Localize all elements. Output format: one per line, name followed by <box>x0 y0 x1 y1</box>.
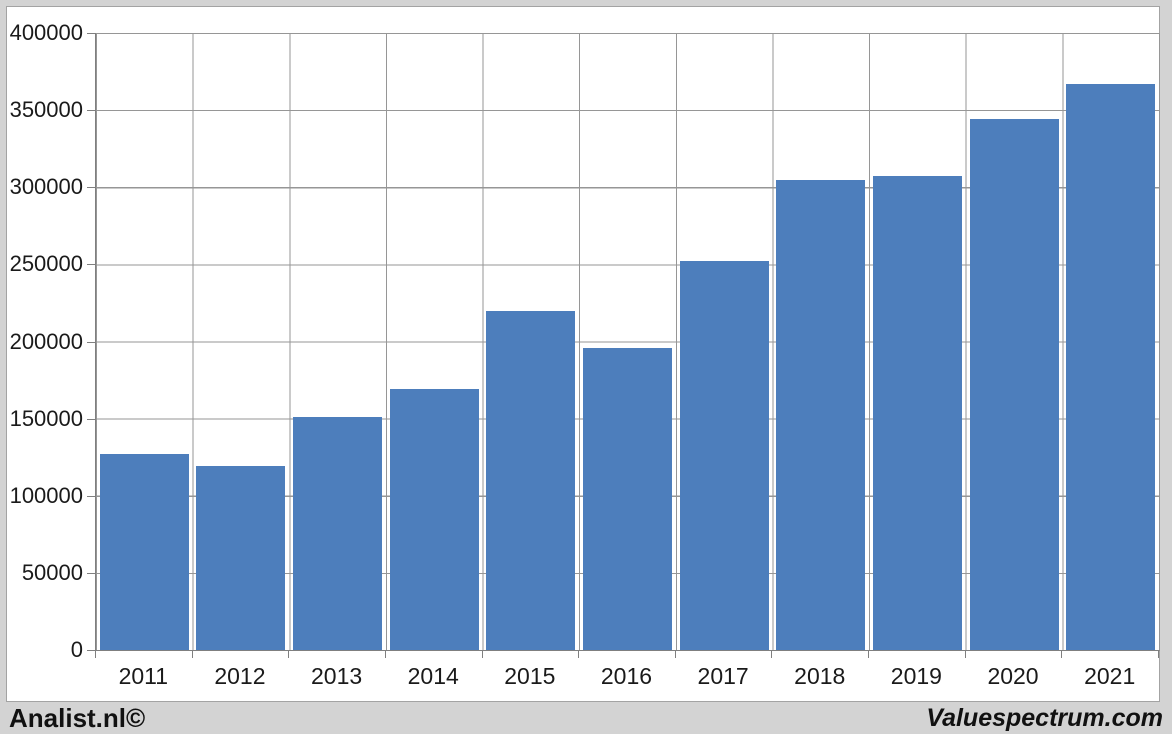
x-tick-mark <box>192 650 193 658</box>
y-tick-label: 400000 <box>9 20 83 45</box>
x-tick-label-2020: 2020 <box>987 663 1039 689</box>
y-tick-label: 150000 <box>9 405 83 431</box>
x-tick-label-2021: 2021 <box>1084 663 1136 689</box>
y-tick-mark <box>87 495 95 497</box>
y-tick-mark <box>87 187 95 189</box>
y-tick-mark <box>87 572 95 574</box>
x-tick-mark <box>965 650 966 658</box>
bar-column-2016 <box>579 33 676 650</box>
x-tick-mark <box>385 650 386 658</box>
y-tick-label: 100000 <box>9 482 83 508</box>
x-tick-mark <box>1158 650 1159 658</box>
x-tick-mark <box>675 650 676 658</box>
bars-container <box>96 33 1159 650</box>
chart-panel: 0 50000 100000 150000 200000 250000 300000 3500… <box>6 6 1160 702</box>
x-tick-label-2015: 2015 <box>504 663 556 689</box>
y-tick-label: 250000 <box>9 251 83 277</box>
bar-2021 <box>1066 83 1156 650</box>
bar-column-2019 <box>869 33 966 650</box>
bar-2017 <box>679 261 769 650</box>
bar-column-2021 <box>1062 33 1159 650</box>
bar-2019 <box>872 176 962 650</box>
x-tick-label-2017: 2017 <box>697 663 749 689</box>
bar-column-2014 <box>386 33 483 650</box>
bar-column-2018 <box>772 33 869 650</box>
bar-2011 <box>99 454 189 650</box>
bar-2015 <box>486 310 576 650</box>
x-tick-mark <box>288 650 289 658</box>
brand-right-text: Valuespectrum.com <box>926 704 1163 732</box>
x-tick-label-2011: 2011 <box>118 663 169 689</box>
brand-left-text: Analist.nl© <box>9 703 146 733</box>
y-tick-mark <box>87 341 95 343</box>
x-tick-mark <box>482 650 483 658</box>
x-tick-mark <box>1061 650 1062 658</box>
bar-2016 <box>583 347 673 650</box>
bar-column-2017 <box>676 33 773 650</box>
bar-2020 <box>969 119 1059 650</box>
bar-column-2012 <box>193 33 290 650</box>
x-tick-label-2016: 2016 <box>600 663 653 689</box>
bar-column-2011 <box>96 33 193 650</box>
x-tick-label-2019: 2019 <box>890 663 942 689</box>
bar-2012 <box>196 466 286 650</box>
bar-2013 <box>293 417 383 650</box>
x-tick-label-2014: 2014 <box>407 663 459 689</box>
plot-area <box>95 33 1160 651</box>
x-tick-mark <box>95 650 96 658</box>
x-tick-label-2018: 2018 <box>794 663 846 689</box>
bar-column-2015 <box>483 33 580 650</box>
x-tick-mark <box>771 650 772 658</box>
y-tick-mark <box>87 264 95 266</box>
bar-column-2013 <box>289 33 386 650</box>
y-tick-mark <box>87 650 95 651</box>
x-tick-label-2013: 2013 <box>310 663 363 689</box>
x-tick-label-2012: 2012 <box>214 663 266 689</box>
bar-2018 <box>776 179 866 650</box>
y-tick-label: 200000 <box>9 328 83 354</box>
y-tick-label: 350000 <box>9 97 83 123</box>
x-tick-mark <box>578 650 579 658</box>
footer-bar: Analist.nl© Valuespectrum.com <box>0 703 1172 734</box>
bar-column-2020 <box>966 33 1063 650</box>
y-tick-label: 300000 <box>9 174 83 200</box>
y-tick-mark <box>87 110 95 112</box>
y-tick-mark <box>87 33 95 34</box>
bar-2014 <box>389 389 479 650</box>
x-tick-mark <box>868 650 869 658</box>
y-tick-label: 0 <box>70 637 83 662</box>
y-tick-mark <box>87 418 95 420</box>
y-tick-label: 50000 <box>21 559 83 585</box>
